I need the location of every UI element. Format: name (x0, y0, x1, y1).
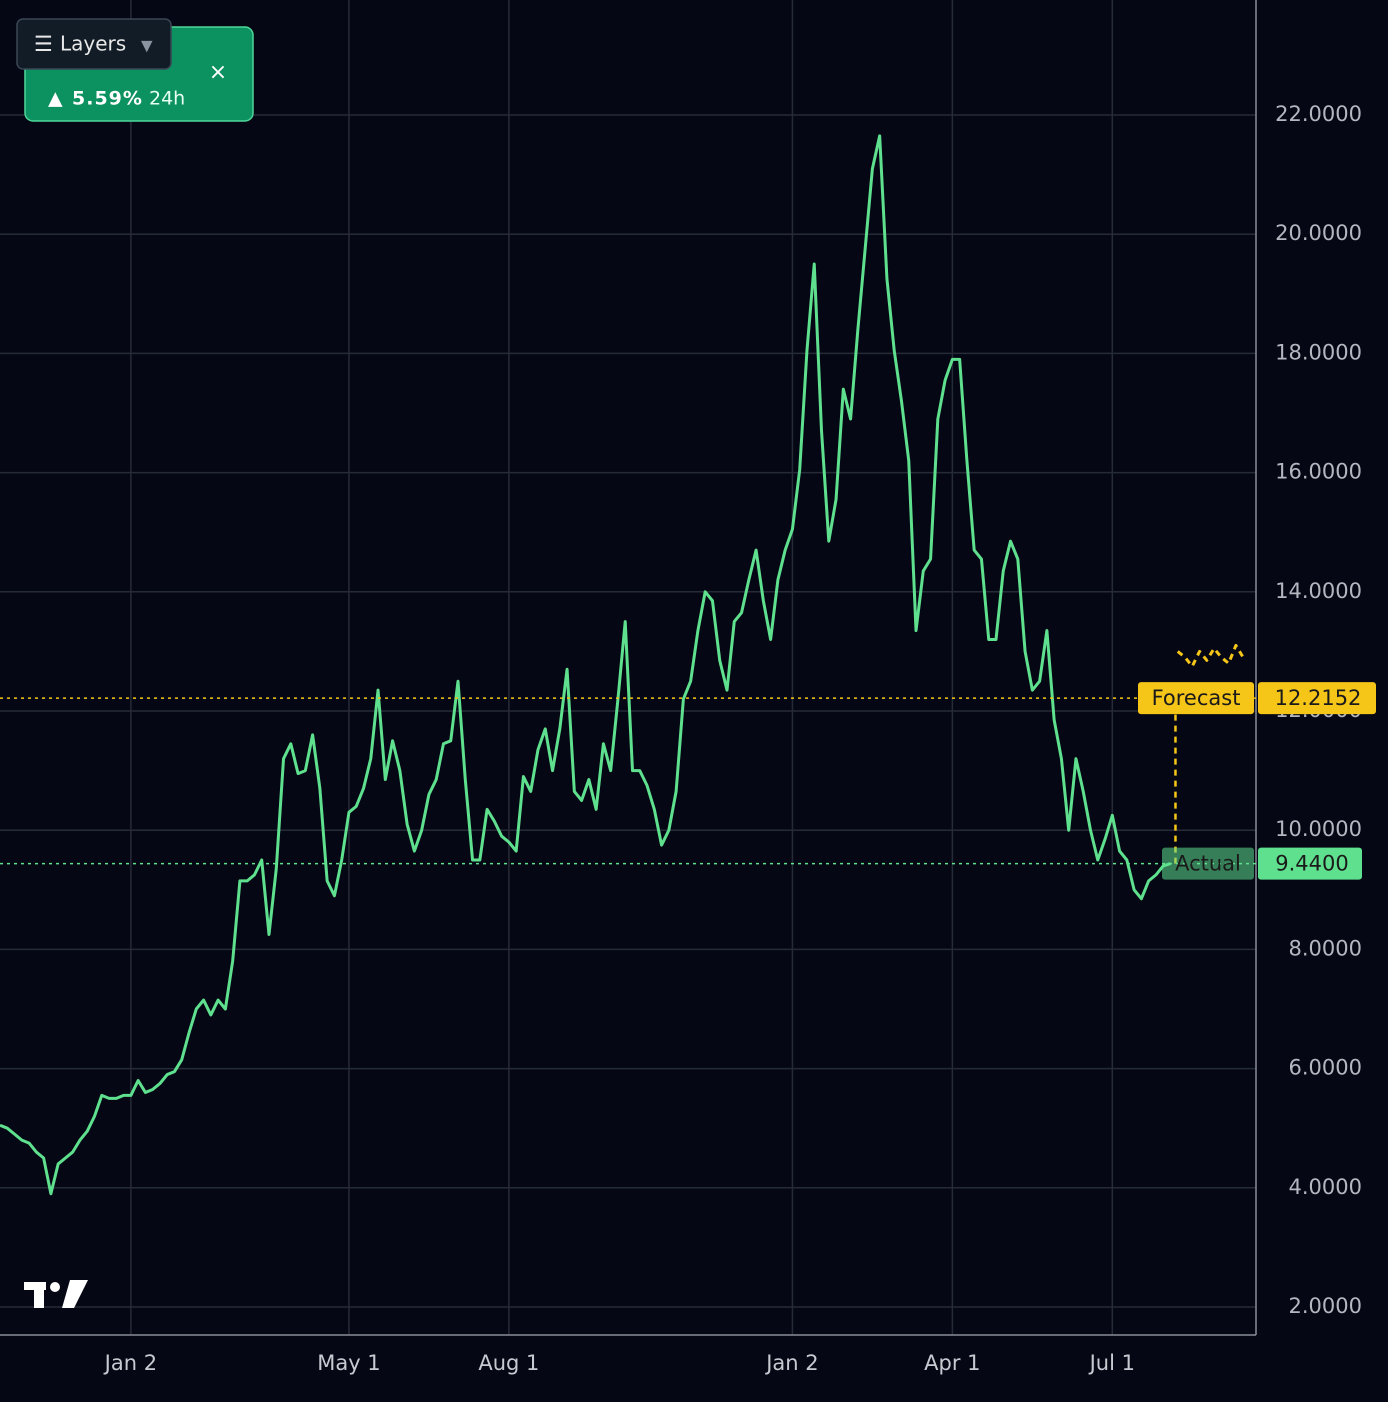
reference-name-box (1138, 682, 1254, 715)
tv-logo (24, 1280, 88, 1308)
layers-label[interactable]: Layers (60, 32, 126, 56)
badge-change: 5.59% (72, 88, 143, 110)
x-tick-label: Jan 2 (103, 1351, 157, 1375)
x-tick-label: May 1 (317, 1351, 380, 1375)
plot (0, 134, 1245, 1196)
x-tick-label: Jan 2 (764, 1351, 818, 1375)
y-tick-label: 16.0000 (1275, 460, 1362, 484)
axis-labels: 2.00004.00006.00008.000010.000012.000014… (103, 102, 1362, 1375)
close-button[interactable]: × (209, 60, 227, 85)
y-tick-label: 14.0000 (1275, 579, 1362, 603)
reference-name: Forecast (1152, 686, 1241, 710)
reference-value-box (1258, 847, 1362, 880)
series-line (0, 134, 1171, 1196)
layers-caret: ▼ (141, 37, 153, 55)
y-tick-label: 10.0000 (1275, 817, 1362, 841)
y-tick-label: 22.0000 (1275, 102, 1362, 126)
layers-button[interactable]: ☰ Layers ▼ (16, 18, 172, 70)
reference-value: 12.2152 (1275, 686, 1362, 710)
badge-period: 24h (149, 88, 185, 110)
y-tick-label: 8.0000 (1289, 936, 1362, 960)
y-tick-label: 6.0000 (1289, 1056, 1362, 1080)
reference-name: Actual (1175, 852, 1241, 876)
logo-part (62, 1280, 88, 1308)
y-tick-label: 4.0000 (1289, 1175, 1362, 1199)
y-tick-label: 20.0000 (1275, 221, 1362, 245)
layers-icon: ☰ (34, 32, 53, 56)
reference-lines: Forecast 12.2152 Actual 9.4400 (0, 682, 1376, 880)
reference-value-box (1258, 682, 1376, 715)
badge-arrow: ▲ (48, 88, 63, 110)
x-tick-label: Aug 1 (478, 1351, 539, 1375)
x-tick-label: Jul 1 (1088, 1351, 1135, 1375)
y-tick-label: 18.0000 (1275, 340, 1362, 364)
y-tick-label: 2.0000 (1289, 1294, 1362, 1318)
reference-name-box (1162, 847, 1254, 880)
x-tick-label: Apr 1 (924, 1351, 980, 1375)
series-line (1176, 643, 1245, 668)
logo-part (34, 1282, 44, 1308)
reference-value: 9.4400 (1275, 852, 1348, 876)
grid (0, 0, 1256, 1335)
logo-part (50, 1282, 60, 1292)
layers-box[interactable] (16, 18, 172, 70)
